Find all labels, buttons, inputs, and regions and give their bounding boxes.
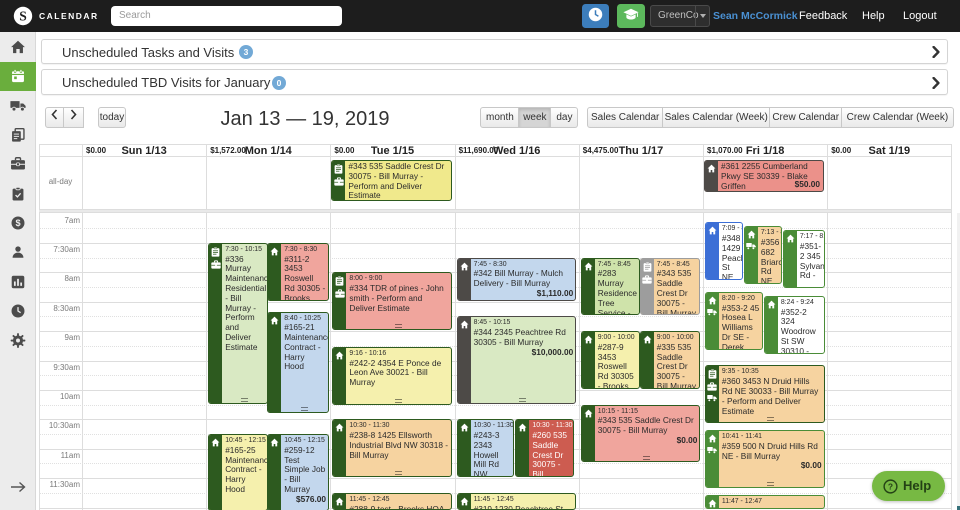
svg-text:?: ?	[888, 481, 893, 491]
svg-text:S: S	[19, 9, 27, 24]
svg-text:$: $	[15, 218, 20, 228]
